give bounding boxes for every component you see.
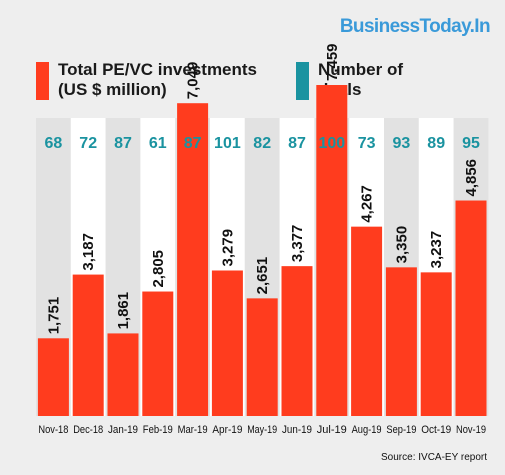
investment-bar — [37, 338, 69, 416]
deal-count-label: 95 — [462, 135, 480, 152]
investment-bar — [177, 103, 209, 416]
deal-count-label: 61 — [149, 135, 167, 152]
deal-count-label: 87 — [184, 135, 202, 152]
investment-bar — [211, 270, 243, 416]
deal-count-label: 73 — [358, 135, 376, 152]
investment-bar — [455, 200, 487, 416]
category-label: Dec-18 — [73, 424, 103, 436]
investment-bar — [351, 226, 383, 416]
category-label: Aug-19 — [352, 424, 382, 436]
investment-value-label: 7,459 — [324, 43, 341, 81]
investment-bar — [72, 274, 104, 416]
investment-value-label: 1,751 — [45, 297, 62, 335]
investment-bar — [420, 272, 452, 416]
investment-value-label: 3,237 — [428, 231, 445, 269]
investment-value-label: 7,049 — [185, 62, 202, 100]
category-label: May-19 — [247, 424, 277, 436]
category-label: Apr-19 — [212, 424, 242, 436]
deal-count-label: 101 — [214, 135, 241, 152]
category-label: Sep-19 — [386, 424, 416, 436]
legend-swatch-deals — [296, 62, 309, 100]
deal-count-label: 100 — [318, 135, 345, 152]
deal-count-label: 89 — [427, 135, 445, 152]
category-label: Oct-19 — [421, 424, 451, 436]
category-label: Nov-19 — [456, 424, 486, 436]
category-label: Jan-19 — [108, 424, 138, 436]
investment-value-label: 3,279 — [219, 229, 236, 267]
investment-bar — [385, 267, 417, 416]
category-label: Feb-19 — [143, 424, 173, 436]
deal-count-label: 82 — [253, 135, 271, 152]
investment-bar — [281, 266, 313, 416]
deal-count-label: 87 — [288, 135, 306, 152]
legend-swatch-investments — [36, 62, 49, 100]
category-label: Jun-19 — [282, 424, 312, 436]
investment-bar — [142, 291, 174, 416]
deal-count-label: 72 — [79, 135, 97, 152]
investment-bar — [316, 85, 348, 417]
deal-count-label: 93 — [393, 135, 411, 152]
investment-value-label: 2,805 — [150, 250, 167, 288]
investment-value-label: 2,651 — [254, 257, 271, 295]
category-label: Mar-19 — [178, 424, 208, 436]
brand-logo: BusinessToday.In — [339, 16, 491, 37]
deal-count-label: 87 — [114, 135, 132, 152]
category-label: Nov-18 — [38, 424, 68, 436]
investment-bar — [246, 298, 278, 416]
investment-bar — [107, 333, 139, 416]
source-note: Source: IVCA-EY report — [381, 452, 487, 463]
deal-count-label: 68 — [45, 135, 63, 152]
investment-value-label: 3,187 — [80, 233, 97, 271]
investment-value-label: 3,377 — [289, 225, 306, 263]
legend-label-investments: Total PE/VC investments (US $ million) — [58, 60, 258, 99]
investment-value-label: 3,350 — [393, 226, 410, 264]
investment-value-label: 4,856 — [463, 159, 480, 197]
investment-value-label: 1,861 — [115, 292, 132, 330]
investment-value-label: 4,267 — [359, 185, 376, 223]
category-label: Jul-19 — [317, 424, 347, 436]
